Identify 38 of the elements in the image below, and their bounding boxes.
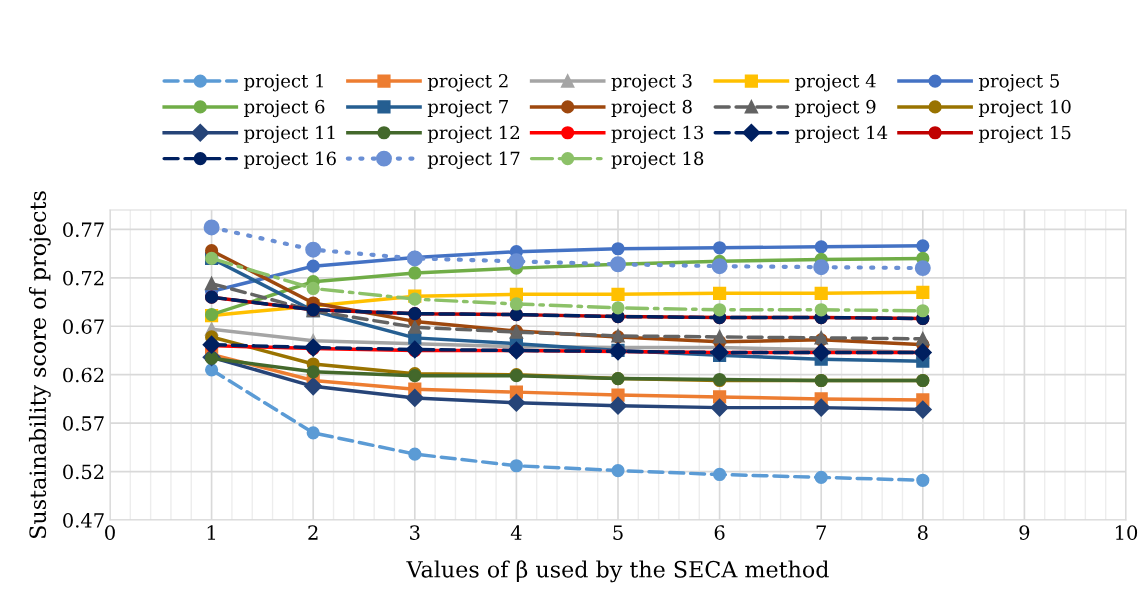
x-tick-label: 7 [816, 525, 826, 540]
legend-label: project 3 [611, 73, 692, 92]
legend-label: project 4 [795, 73, 876, 92]
x-tick-label: 3 [410, 525, 420, 540]
legend-label: project 5 [978, 74, 1059, 92]
legend-label: project 13 [611, 125, 704, 144]
y-axis-title: Sustainability score of projects [28, 191, 51, 538]
x-tick-label: 0 [105, 525, 115, 540]
legend-label: project 11 [244, 125, 335, 144]
y-tick-label: 0.77 [63, 222, 104, 238]
legend-label: project 14 [795, 125, 888, 144]
x-tick-label: 1 [207, 525, 216, 540]
y-tick-label: 0.52 [63, 464, 104, 480]
legend-label: project 16 [244, 151, 336, 169]
x-tick-label: 5 [613, 525, 623, 540]
legend-label: project 2 [427, 73, 508, 92]
legend-label: project 6 [244, 99, 325, 118]
x-tick-label: 10 [1116, 525, 1138, 540]
legend-label: project 12 [427, 125, 519, 144]
x-axis-title: Values of β used by the SECA method [406, 560, 829, 583]
legend-label: project 8 [611, 99, 692, 118]
legend-label: project 1 [244, 73, 323, 92]
y-tick-label: 0.57 [63, 416, 104, 431]
x-tick-label: 4 [510, 525, 522, 540]
legend-label: project 7 [427, 99, 508, 118]
x-tick-label: 6 [714, 525, 725, 540]
legend-label: project 17 [427, 151, 520, 169]
legend-label: project 18 [611, 151, 704, 169]
legend-label: project 10 [978, 99, 1071, 118]
y-tick-label: 0.67 [63, 319, 104, 334]
x-tick-label: 8 [917, 525, 928, 540]
legend-label: project 9 [795, 99, 876, 118]
legend-label: project 15 [978, 125, 1071, 144]
y-tick-label: 0.47 [63, 512, 104, 528]
x-tick-label: 2 [308, 525, 318, 540]
y-tick-label: 0.72 [63, 270, 104, 286]
y-tick-label: 0.62 [63, 367, 104, 383]
x-tick-label: 9 [1019, 525, 1030, 540]
